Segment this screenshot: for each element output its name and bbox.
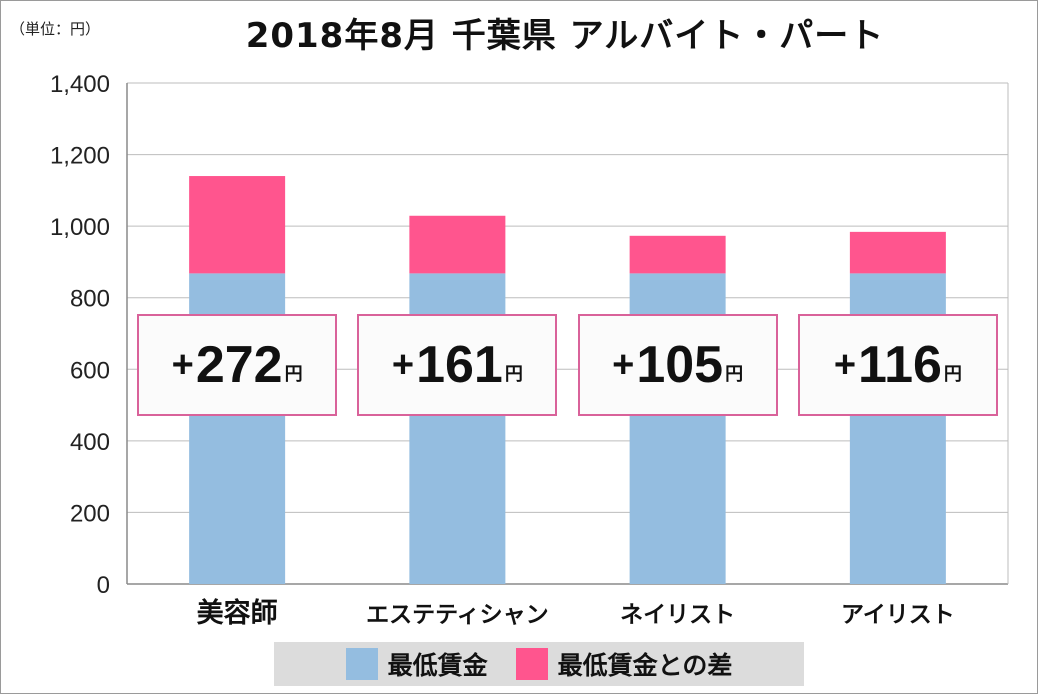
difference-sign: + xyxy=(171,343,194,386)
legend-item-difference: 最低賃金との差 xyxy=(515,646,733,682)
difference-unit: 円 xyxy=(725,364,744,385)
difference-sign: + xyxy=(833,343,857,386)
legend: 最低賃金 最低賃金との差 xyxy=(274,642,804,686)
y-tick-label: 1,000 xyxy=(50,214,110,241)
difference-value: 272 xyxy=(195,336,283,394)
difference-value: 105 xyxy=(636,336,724,394)
difference-callout: +105 円 xyxy=(577,314,778,416)
y-tick-label: 800 xyxy=(70,286,110,313)
category-label: 美容師 xyxy=(197,597,278,629)
difference-callout: +161 円 xyxy=(357,314,558,416)
y-tick-label: 1,200 xyxy=(50,143,110,170)
category-label: ネイリスト xyxy=(620,602,735,628)
difference-sign: + xyxy=(612,343,635,386)
legend-label-difference: 最低賃金との差 xyxy=(557,651,733,680)
y-tick-label: 400 xyxy=(70,429,110,456)
y-tick-label: 1,400 xyxy=(50,71,110,98)
bar-difference xyxy=(629,235,726,274)
difference-value: 161 xyxy=(416,336,503,394)
legend-item-min-wage: 最低賃金 xyxy=(345,646,488,682)
difference-callout: +272 円 xyxy=(137,314,338,416)
category-label: エステティシャン xyxy=(366,602,549,628)
legend-swatch-min-wage xyxy=(345,648,378,680)
difference-unit: 円 xyxy=(504,364,523,385)
bar-difference xyxy=(849,231,946,274)
category-label: アイリスト xyxy=(841,602,955,628)
legend-label-min-wage: 最低賃金 xyxy=(387,651,488,680)
bar-difference xyxy=(409,215,506,274)
bar-difference xyxy=(189,176,286,274)
y-tick-label: 600 xyxy=(70,357,110,384)
difference-sign: + xyxy=(391,343,415,386)
difference-value: 116 xyxy=(858,336,942,394)
legend-swatch-difference xyxy=(515,648,548,680)
chart-title: 2018年8月 千葉県 アルバイト・パート xyxy=(245,16,885,56)
y-tick-label: 0 xyxy=(97,572,110,599)
unit-label: （単位：円） xyxy=(10,20,101,38)
difference-unit: 円 xyxy=(284,364,303,385)
difference-callout: +116 円 xyxy=(797,314,998,416)
difference-unit: 円 xyxy=(943,364,962,385)
y-tick-label: 200 xyxy=(70,500,110,527)
